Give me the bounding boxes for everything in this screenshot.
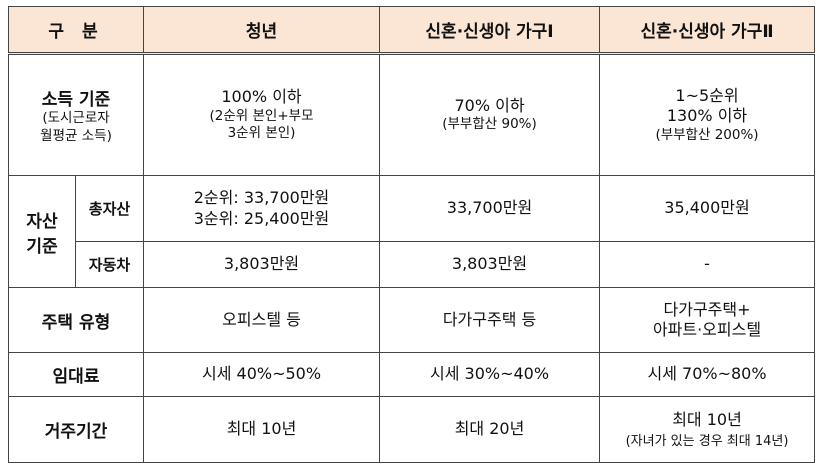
header-newlywed-1: 신혼·신생아 가구Ⅰ [379, 6, 601, 55]
assets-label-cell: 자산 기준 [8, 175, 76, 288]
income-label-sub1: (도시근로자 [42, 109, 110, 126]
housing-type-row: 주택 유형 오피스텔 등 다가구주택 등 다가구주택+ 아파트·오피스텔 [7, 287, 816, 353]
car-nw1: 3,803만원 [379, 241, 601, 288]
car-label: 자동차 [74, 241, 145, 288]
income-row: 소득 기준 (도시근로자 월평균 소득) 100% 이하 (2순위 본인+부모 … [7, 53, 816, 176]
header-row: 구 분 청년 신혼·신생아 가구Ⅰ 신혼·신생아 가구Ⅱ [7, 6, 816, 55]
income-youth-sub2: 3순위 본인) [227, 125, 296, 142]
rent-nw2: 시세 70%~80% [599, 352, 816, 397]
assets-label-1: 자산 [26, 211, 58, 232]
period-nw2-sub: (자녀가 있는 경우 최대 14년) [625, 434, 789, 450]
income-label-cell: 소득 기준 (도시근로자 월평균 소득) [7, 53, 145, 176]
comparison-table-wrapper: 구 분 청년 신혼·신생아 가구Ⅰ 신혼·신생아 가구Ⅱ 소득 기준 (도시근로… [7, 6, 816, 463]
period-nw2-main: 최대 10년 [672, 409, 742, 429]
total-assets-youth-2: 3순위: 25,400만원 [193, 208, 330, 228]
period-nw1: 최대 20년 [379, 396, 601, 463]
income-nw2-sub: (부부합산 200%) [655, 126, 759, 143]
income-nw1-sub: (부부합산 90%) [442, 116, 537, 133]
income-label: 소득 기준 [41, 89, 111, 110]
period-row: 거주기간 최대 10년 최대 20년 최대 10년 (자녀가 있는 경우 최대 … [7, 396, 816, 463]
header-newlywed-2: 신혼·신생아 가구Ⅱ [599, 6, 816, 55]
housing-nw2-line2: 아파트·오피스텔 [652, 320, 762, 339]
car-youth: 3,803만원 [143, 241, 381, 288]
housing-nw1: 다가구주택 등 [379, 287, 601, 353]
car-assets-row: 자동차 3,803만원 3,803만원 - [9, 241, 816, 288]
housing-eligibility-table: 구 분 청년 신혼·신생아 가구Ⅰ 신혼·신생아 가구Ⅱ 소득 기준 (도시근로… [7, 6, 816, 463]
total-assets-row: 자산 기준 총자산 2순위: 33,700만원 3순위: 25,400만원 33… [8, 175, 816, 288]
income-nw1-main: 70% 이하 [454, 95, 525, 115]
total-assets-youth-cell: 2순위: 33,700만원 3순위: 25,400만원 [143, 175, 381, 242]
housing-type-label: 주택 유형 [7, 287, 145, 353]
income-youth-main: 100% 이하 [221, 87, 302, 107]
income-nw2-line2: 130% 이하 [666, 106, 748, 126]
car-nw2: - [599, 241, 816, 288]
total-assets-label: 총자산 [74, 175, 145, 242]
housing-youth: 오피스텔 등 [143, 287, 381, 353]
housing-nw2-cell: 다가구주택+ 아파트·오피스텔 [599, 287, 816, 353]
income-label-sub2: 월평균 소득) [40, 127, 112, 144]
period-label: 거주기간 [7, 396, 145, 463]
period-youth: 최대 10년 [143, 396, 381, 463]
income-youth-cell: 100% 이하 (2순위 본인+부모 3순위 본인) [143, 53, 381, 176]
total-assets-youth-1: 2순위: 33,700만원 [193, 188, 330, 208]
header-category: 구 분 [7, 6, 145, 55]
header-youth: 청년 [143, 6, 381, 55]
rent-youth: 시세 40%~50% [143, 352, 381, 397]
housing-nw2-line1: 다가구주택+ [663, 299, 751, 319]
income-nw2-line1: 1~5순위 [675, 85, 739, 105]
total-assets-nw2: 35,400만원 [599, 175, 816, 242]
total-assets-nw1: 33,700만원 [379, 175, 601, 242]
rent-label: 임대료 [7, 352, 145, 397]
income-nw1-cell: 70% 이하 (부부합산 90%) [379, 53, 601, 176]
income-nw2-cell: 1~5순위 130% 이하 (부부합산 200%) [599, 53, 816, 176]
rent-row: 임대료 시세 40%~50% 시세 30%~40% 시세 70%~80% [7, 352, 816, 397]
period-nw2-cell: 최대 10년 (자녀가 있는 경우 최대 14년) [599, 396, 816, 463]
income-youth-sub1: (2순위 본인+부모 [209, 107, 314, 124]
assets-label-2: 기준 [26, 236, 58, 257]
rent-nw1: 시세 30%~40% [379, 352, 601, 397]
